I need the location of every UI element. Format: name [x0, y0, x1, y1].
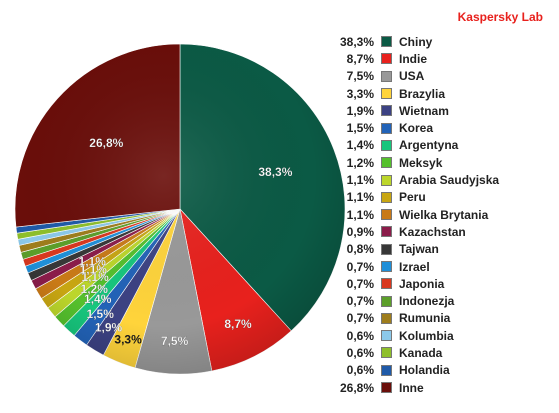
- legend-swatch: [381, 139, 392, 151]
- slice-label-arabia-saudyjska: 1,1%: [81, 270, 109, 284]
- legend-item-kazachstan: 0,9% Kazachstan: [334, 223, 554, 240]
- legend-label: Indie: [399, 51, 428, 66]
- slice-label-argentyna: 1,4%: [84, 292, 112, 306]
- legend-value: 0,8%: [346, 242, 374, 257]
- legend-item-wielka-brytania: 1,1% Wielka Brytania: [334, 206, 554, 223]
- legend-swatch: [381, 157, 392, 169]
- legend-value: 8,7%: [346, 51, 374, 66]
- legend-swatch: [381, 312, 392, 324]
- legend-label: Japonia: [399, 276, 445, 291]
- legend-item-korea: 1,5% Korea: [334, 119, 554, 136]
- legend-swatch: [381, 278, 392, 290]
- slice-label-usa: 7,5%: [161, 334, 189, 348]
- legend-label: Wielka Brytania: [399, 207, 489, 222]
- legend-item-peru: 1,1% Peru: [334, 189, 554, 206]
- legend-value: 0,7%: [346, 259, 374, 274]
- legend-label: Kanada: [399, 345, 443, 360]
- legend-label: Arabia Saudyjska: [399, 173, 500, 188]
- legend-swatch: [381, 226, 392, 238]
- legend-item-meksyk: 1,2% Meksyk: [334, 154, 554, 171]
- legend-label: Brazylia: [399, 86, 446, 101]
- legend-swatch: [381, 105, 392, 117]
- slice-label-inne: 26,8%: [89, 136, 123, 150]
- legend-item-japonia: 0,7% Japonia: [334, 275, 554, 292]
- slice-label-indie: 8,7%: [224, 317, 252, 331]
- legend-label: Wietnam: [399, 103, 449, 118]
- legend-item-tajwan: 0,8% Tajwan: [334, 241, 554, 258]
- legend-value: 1,4%: [346, 138, 374, 153]
- slice-label-wietnam: 1,9%: [95, 321, 123, 335]
- legend-item-argentyna: 1,4% Argentyna: [334, 137, 554, 154]
- legend-label: Indonezja: [399, 294, 455, 309]
- slice-label-peru: 1,1%: [80, 262, 108, 276]
- legend-value: 0,6%: [346, 328, 374, 343]
- brand-label: Kaspersky Lab: [457, 10, 543, 24]
- legend-item-izrael: 0,7% Izrael: [334, 258, 554, 275]
- legend: 38,3% Chiny 8,7% Indie 7,5% USA 3,3% Brazylia 1,…: [334, 33, 554, 396]
- legend-swatch: [381, 122, 392, 134]
- legend-swatch: [381, 191, 392, 203]
- legend-value: 0,6%: [346, 363, 374, 378]
- legend-value: 0,9%: [346, 224, 374, 239]
- legend-value: 38,3%: [339, 34, 374, 49]
- legend-item-inne: 26,8% Inne: [334, 379, 554, 396]
- legend-value: 1,1%: [346, 173, 374, 188]
- legend-swatch: [381, 347, 392, 359]
- legend-swatch: [381, 330, 392, 342]
- slice-label-wielka-brytania: 1,1%: [79, 255, 107, 269]
- legend-swatch: [381, 261, 392, 272]
- legend-value: 0,6%: [346, 345, 374, 360]
- legend-swatch: [381, 364, 392, 376]
- legend-swatch: [381, 36, 392, 48]
- legend-label: Chiny: [399, 34, 433, 49]
- legend-value: 3,3%: [346, 86, 374, 101]
- legend-label: Izrael: [399, 259, 430, 274]
- legend-value: 1,2%: [346, 155, 374, 170]
- legend-item-indie: 8,7% Indie: [334, 50, 554, 67]
- legend-value: 1,1%: [346, 190, 374, 205]
- legend-value: 1,9%: [346, 103, 374, 118]
- legend-value: 0,7%: [346, 294, 374, 309]
- legend-item-holandia: 0,6% Holandia: [334, 362, 554, 379]
- slice-label-chiny: 38,3%: [258, 165, 292, 179]
- legend-label: Kazachstan: [399, 224, 466, 239]
- legend-swatch: [381, 382, 392, 394]
- legend-item-usa: 7,5% USA: [334, 68, 554, 85]
- slice-label-brazylia: 3,3%: [114, 332, 142, 346]
- legend-item-indonezja: 0,7% Indonezja: [334, 292, 554, 309]
- legend-swatch: [381, 88, 392, 100]
- legend-value: 1,1%: [346, 207, 374, 222]
- legend-value: 0,7%: [346, 276, 374, 291]
- legend-label: Tajwan: [399, 242, 439, 257]
- legend-item-rumunia: 0,7% Rumunia: [334, 310, 554, 327]
- legend-swatch: [381, 243, 392, 255]
- slice-label-meksyk: 1,2%: [81, 282, 109, 296]
- legend-label: Korea: [399, 121, 434, 136]
- legend-value: 26,8%: [339, 380, 374, 395]
- legend-label: Rumunia: [399, 311, 451, 326]
- legend-value: 1,5%: [346, 121, 374, 136]
- legend-label: Inne: [399, 380, 424, 395]
- legend-label: USA: [399, 69, 425, 84]
- legend-swatch: [381, 70, 392, 82]
- legend-swatch: [381, 53, 392, 65]
- legend-item-wietnam: 1,9% Wietnam: [334, 102, 554, 119]
- legend-label: Kolumbia: [399, 328, 454, 343]
- legend-item-chiny: 38,3% Chiny: [334, 33, 554, 50]
- legend-label: Peru: [399, 190, 426, 205]
- legend-swatch: [381, 295, 392, 307]
- legend-swatch: [381, 174, 392, 186]
- slice-label-korea: 1,5%: [87, 307, 115, 321]
- legend-label: Argentyna: [399, 138, 459, 153]
- legend-item-kolumbia: 0,6% Kolumbia: [334, 327, 554, 344]
- legend-label: Holandia: [399, 363, 450, 378]
- legend-swatch: [381, 209, 392, 221]
- legend-value: 0,7%: [346, 311, 374, 326]
- legend-value: 7,5%: [346, 69, 374, 84]
- legend-item-kanada: 0,6% Kanada: [334, 344, 554, 361]
- legend-item-arabia-saudyjska: 1,1% Arabia Saudyjska: [334, 171, 554, 188]
- legend-item-brazylia: 3,3% Brazylia: [334, 85, 554, 102]
- legend-label: Meksyk: [399, 155, 443, 170]
